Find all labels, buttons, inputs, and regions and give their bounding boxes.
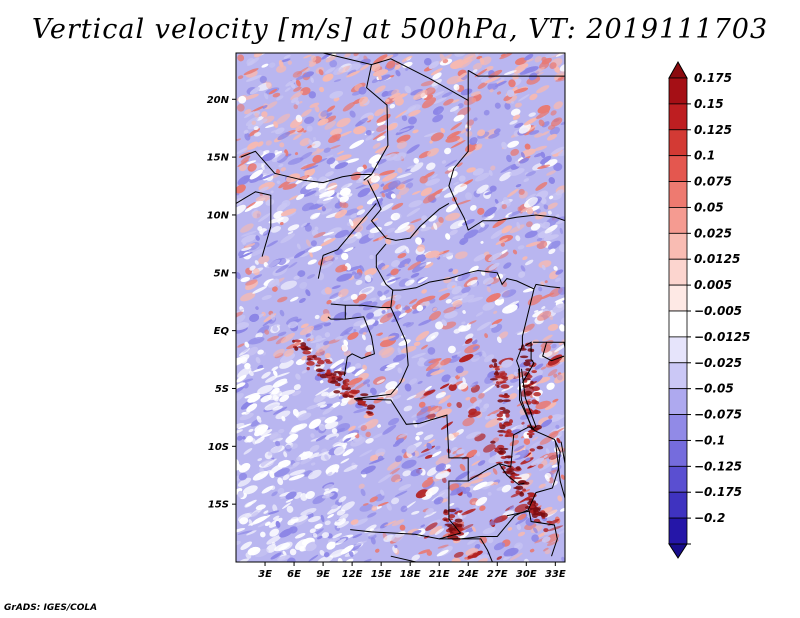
colorbar-label: 0.0125 (694, 252, 740, 266)
colorbar-label: 0.005 (694, 278, 732, 292)
lat-tick-label: 10N (207, 210, 230, 221)
colorbar-label: 0.05 (694, 200, 724, 214)
colorbar-swatch (668, 258, 688, 286)
lon-tick-label: 3E (258, 569, 272, 580)
colorbar-label: 0.125 (694, 123, 732, 137)
colorbar-swatch (668, 465, 688, 493)
colorbar-swatch (668, 103, 688, 131)
colorbar-swatch (668, 181, 688, 208)
lon-tick-label: 21E (429, 569, 450, 580)
colorbar-label: 0.025 (694, 226, 732, 240)
colorbar-label: −0.125 (694, 459, 742, 473)
longitude-axis: 3E 6E 9E 12E 15E 18E 21E 24E 27E 30E 33E (258, 562, 566, 580)
lon-tick-label: 18E (400, 569, 421, 580)
lon-tick-label: 24E (458, 569, 479, 580)
colorbar-swatch (668, 207, 688, 234)
lat-tick-label: 5N (214, 268, 230, 279)
latitude-axis: 20N 15N 10N 5N EQ 5S 10S 15S (207, 95, 236, 511)
colorbar-swatch (668, 491, 688, 519)
lat-tick-label: 10S (208, 442, 229, 453)
colorbar-swatch (668, 336, 688, 364)
colorbar-label: −0.0125 (694, 330, 750, 344)
lat-tick-label: 5S (215, 384, 229, 395)
colorbar-label: −0.175 (694, 485, 742, 499)
colorbar-label: −0.05 (694, 382, 734, 396)
map-frame (235, 52, 566, 563)
lon-tick-label: 30E (516, 569, 537, 580)
colorbar-bottom-arrow (668, 543, 688, 559)
colorbar-label: −0.1 (694, 433, 725, 447)
colorbar: 0.175 0.15 0.125 0.1 0.075 0.05 0.025 0.0125 0.0… (668, 60, 750, 559)
lat-tick-label: 15N (207, 153, 230, 164)
map-title: Vertical velocity [m/s] at 500hPa, VT: 2… (31, 14, 769, 45)
colorbar-label: 0.175 (694, 71, 732, 85)
lat-tick-label: 15S (208, 500, 229, 511)
colorbar-label: 0.15 (694, 97, 724, 111)
colorbar-top-arrow (668, 60, 688, 79)
colorbar-swatch (668, 155, 688, 182)
lon-tick-label: 6E (287, 569, 301, 580)
colorbar-swatch (668, 232, 688, 260)
colorbar-label: −0.025 (694, 356, 742, 370)
lat-tick-label: 20N (207, 95, 230, 106)
lon-tick-label: 9E (316, 569, 330, 580)
lon-tick-label: 12E (342, 569, 363, 580)
country-borders (236, 53, 565, 562)
colorbar-swatch (668, 284, 688, 312)
lon-tick-label: 27E (487, 569, 508, 580)
colorbar-label: 0.075 (694, 175, 732, 189)
colorbar-swatch (668, 414, 688, 441)
colorbar-swatch (668, 77, 688, 105)
colorbar-swatch (668, 440, 688, 467)
colorbar-label: −0.075 (694, 408, 742, 422)
lat-tick-label: EQ (214, 326, 230, 337)
colorbar-label: 0.1 (694, 149, 715, 163)
colorbar-swatch (668, 310, 688, 338)
lon-tick-label: 15E (371, 569, 392, 580)
colorbar-label: −0.2 (694, 511, 725, 525)
colorbar-swatch (668, 517, 688, 545)
colorbar-swatch (668, 362, 688, 390)
colorbar-swatch (668, 129, 688, 157)
colorbar-label: −0.005 (694, 304, 742, 318)
lon-tick-label: 33E (545, 569, 566, 580)
colorbar-swatch (668, 388, 688, 415)
map-panel (236, 53, 565, 562)
grads-credit: GrADS: IGES/COLA (4, 603, 98, 613)
